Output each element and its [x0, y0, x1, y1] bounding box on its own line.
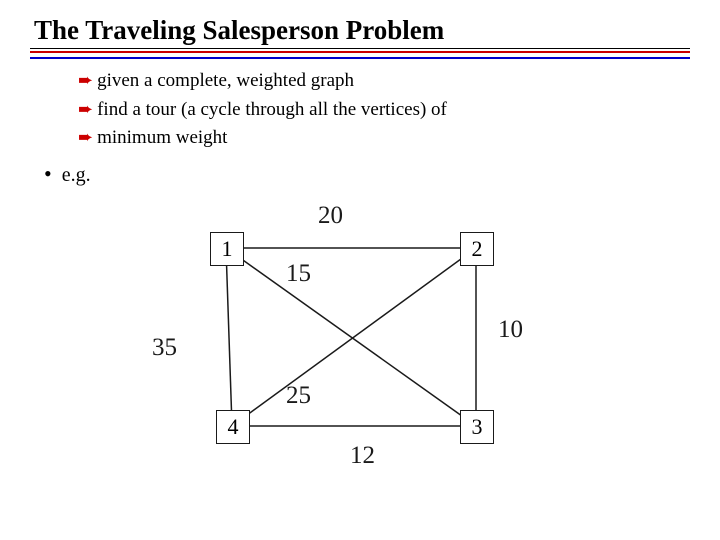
example-label: •e.g. — [44, 161, 690, 187]
graph-node: 3 — [460, 410, 494, 444]
edge-weight-label: 10 — [498, 316, 523, 344]
arrow-icon: ➨ — [78, 124, 93, 151]
bullet-text: find a tour (a cycle through all the ver… — [97, 96, 447, 125]
graph-node: 4 — [216, 410, 250, 444]
bullet-text: given a complete, weighted graph — [97, 67, 354, 96]
graph-diagram: 2010123515251234 — [160, 210, 520, 480]
bullet-item: ➨ find a tour (a cycle through all the v… — [78, 96, 690, 125]
arrow-icon: ➨ — [78, 96, 93, 123]
arrow-icon: ➨ — [78, 67, 93, 94]
bullet-item: ➨ minimum weight — [78, 124, 690, 153]
edge-weight-label: 20 — [318, 202, 343, 230]
title-rule — [30, 51, 690, 59]
bullet-list: ➨ given a complete, weighted graph ➨ fin… — [78, 67, 690, 153]
graph-node: 2 — [460, 232, 494, 266]
edge-weight-label: 12 — [350, 442, 375, 470]
graph-node: 1 — [210, 232, 244, 266]
graph-edge — [226, 248, 232, 426]
edge-weight-label: 15 — [286, 260, 311, 288]
bullet-text: minimum weight — [97, 124, 227, 153]
edge-weight-label: 35 — [152, 334, 177, 362]
edge-weight-label: 25 — [286, 382, 311, 410]
slide-title: The Traveling Salesperson Problem — [30, 15, 690, 49]
dot-icon: • — [44, 161, 52, 186]
bullet-item: ➨ given a complete, weighted graph — [78, 67, 690, 96]
